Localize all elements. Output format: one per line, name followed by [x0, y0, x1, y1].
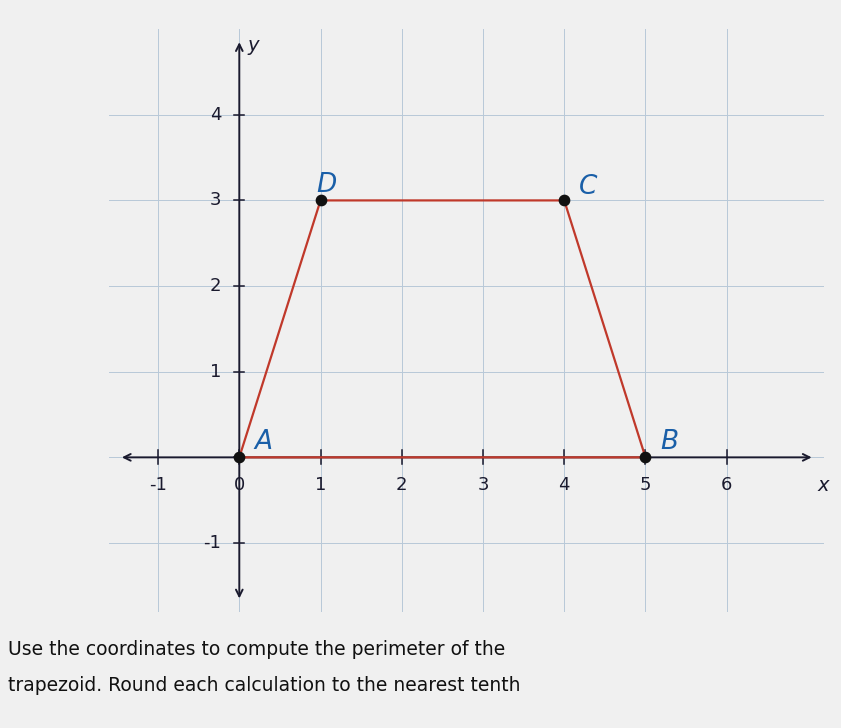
- Text: 3: 3: [210, 191, 221, 210]
- Text: 1: 1: [210, 363, 221, 381]
- Text: 1: 1: [315, 476, 326, 494]
- Text: 0: 0: [234, 476, 245, 494]
- Text: 6: 6: [721, 476, 733, 494]
- Text: x: x: [817, 476, 829, 495]
- Text: trapezoid. Round each calculation to the nearest tenth: trapezoid. Round each calculation to the…: [8, 676, 521, 695]
- Text: -1: -1: [204, 534, 221, 552]
- Text: A: A: [254, 429, 272, 455]
- Text: -1: -1: [149, 476, 167, 494]
- Text: 5: 5: [640, 476, 651, 494]
- Point: [558, 194, 571, 206]
- Point: [638, 451, 652, 463]
- Text: y: y: [247, 36, 259, 55]
- Text: 2: 2: [396, 476, 408, 494]
- Point: [314, 194, 327, 206]
- Point: [233, 451, 246, 463]
- Text: 2: 2: [210, 277, 221, 295]
- Text: 4: 4: [558, 476, 570, 494]
- Text: Use the coordinates to compute the perimeter of the: Use the coordinates to compute the perim…: [8, 640, 505, 659]
- Text: 3: 3: [477, 476, 489, 494]
- Text: D: D: [316, 172, 336, 198]
- Text: 4: 4: [210, 106, 221, 124]
- Text: B: B: [660, 429, 678, 455]
- Text: C: C: [579, 173, 597, 199]
